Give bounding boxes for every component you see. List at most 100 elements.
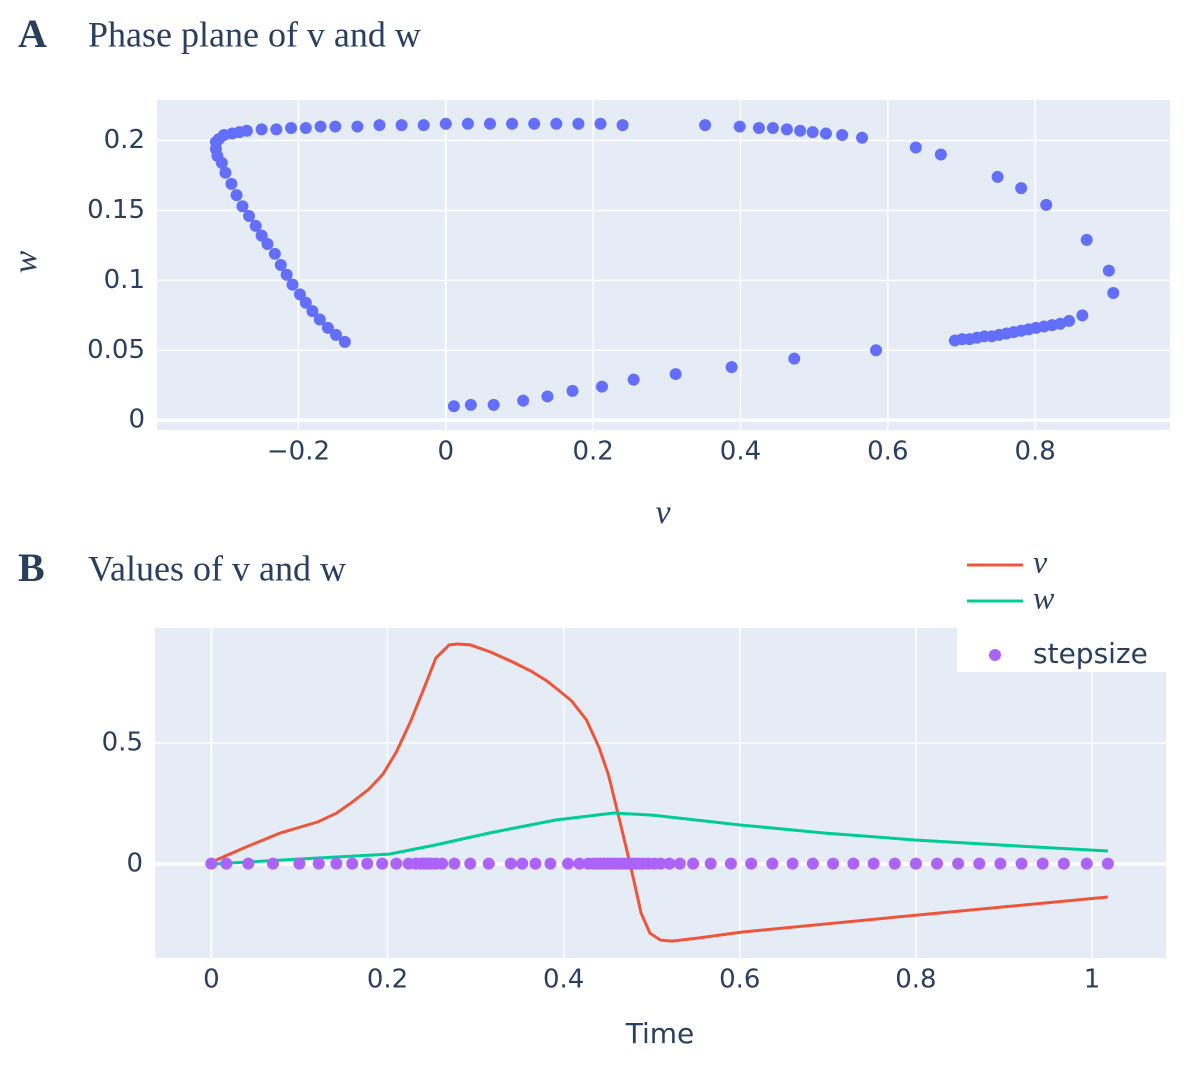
y-tick-label: 0.2 [104,125,145,155]
point [330,857,343,870]
point [516,857,529,870]
point [293,857,306,870]
point [220,857,233,870]
point [436,857,449,870]
point [312,857,325,870]
point [909,857,922,870]
point [314,120,327,133]
x-tick-label: 0 [203,965,220,995]
point [274,259,287,271]
point [544,857,557,870]
line [210,642,1109,943]
point [306,305,319,318]
point [766,857,779,870]
point [209,142,222,155]
point [669,368,682,381]
point [464,398,477,411]
point [267,857,280,870]
point [313,313,326,326]
x-tick-label: 0.2 [572,437,613,467]
point [1057,857,1070,870]
point [819,127,832,140]
point [417,119,430,132]
point [482,857,495,870]
point [268,247,281,260]
point [786,857,799,870]
point [285,121,298,134]
point [733,120,746,133]
point [550,117,563,130]
x-tick-label: −0.2 [267,437,330,467]
point [1015,182,1028,195]
point [261,238,274,251]
point [627,373,640,386]
x-axis-label: Time [625,1017,695,1050]
point [230,189,243,202]
point [330,328,343,341]
point [286,278,299,291]
point [506,117,519,130]
point [725,361,738,374]
point [827,857,840,870]
plot-area [157,100,1170,430]
x-tick-label: 0.2 [367,965,408,995]
point [752,121,765,134]
point [280,268,293,281]
panel-label: A [18,11,47,56]
point [948,334,961,347]
point [484,117,497,130]
y-tick-label: 0.15 [87,195,145,225]
point [934,148,947,161]
point [219,166,232,179]
point [699,119,712,132]
point [724,857,737,870]
point [1102,264,1115,277]
point [780,123,793,136]
point [806,126,819,139]
point [346,857,359,870]
point [973,857,986,870]
point [766,121,779,134]
point [952,857,965,870]
line [211,811,1108,866]
point [299,296,312,309]
x-tick-label: 0.6 [867,437,908,467]
point [236,200,249,213]
point [1101,857,1114,870]
point [573,857,586,870]
point [1080,233,1093,246]
x-tick-label: 0 [438,437,455,467]
point [654,857,667,870]
y-tick-label: 0 [126,849,143,879]
point [663,857,676,870]
point [836,128,849,141]
point [994,857,1007,870]
point [687,857,700,870]
x-tick-label: 1 [1084,965,1101,995]
legend-label: v [1033,543,1048,579]
point [788,352,801,365]
point [351,120,364,133]
point [240,124,253,137]
point [867,857,880,870]
y-tick-label: 0.05 [87,335,145,365]
y-axis-label: w [7,250,44,273]
point [572,117,585,130]
point [270,123,283,136]
point [847,857,860,870]
point [541,390,554,403]
point [991,170,1004,183]
point [242,857,255,870]
point [1040,198,1053,211]
point [205,857,218,870]
x-tick-label: 0.8 [895,965,936,995]
point [464,857,477,870]
y-tick-label: 0.1 [104,265,145,295]
chart-title: Phase plane of v and w [88,14,421,54]
x-tick-label: 0.4 [543,965,584,995]
legend-symbol [989,649,1001,661]
x-tick-label: 0.6 [719,965,760,995]
point [595,380,608,393]
point [299,121,312,134]
